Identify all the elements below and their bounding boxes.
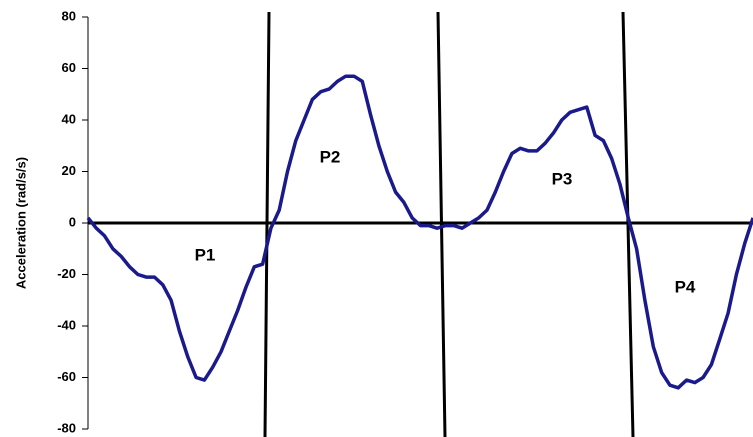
y-tick-label: 0	[69, 214, 76, 229]
phase-label: P3	[552, 169, 573, 188]
y-tick-label: 40	[62, 111, 76, 126]
y-axis-title: Acceleration (rad/s/s)	[13, 157, 28, 289]
y-tick-label: 60	[62, 60, 76, 75]
y-tick-label: 20	[62, 163, 76, 178]
phase-label: P4	[675, 277, 696, 296]
phase-label: P2	[320, 147, 341, 166]
y-tick-label: -20	[57, 266, 76, 281]
y-tick-label: -80	[57, 420, 76, 435]
phase-label: P1	[195, 245, 216, 264]
y-tick-label: -60	[57, 369, 76, 384]
data-line	[86, 74, 753, 390]
y-tick-label: 80	[62, 8, 76, 23]
y-tick-label: -40	[57, 317, 76, 332]
